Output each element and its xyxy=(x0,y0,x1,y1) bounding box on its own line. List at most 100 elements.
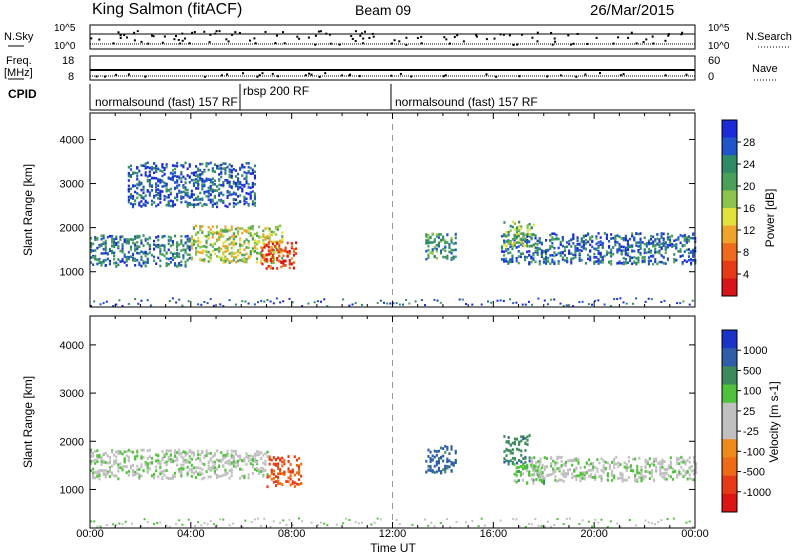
echo-cell xyxy=(192,173,195,177)
ground-scatter-cell xyxy=(99,525,102,528)
echo-cell xyxy=(159,244,162,248)
echo-cell xyxy=(260,451,263,455)
echo-cell xyxy=(531,466,534,470)
echo-cell xyxy=(433,471,436,474)
ground-scatter-cell xyxy=(153,523,155,526)
echo-cell xyxy=(94,462,97,465)
echo-cell xyxy=(559,243,562,246)
echo-cell xyxy=(522,437,525,441)
echo-cell xyxy=(203,234,206,238)
echo-cell xyxy=(566,459,569,463)
echo-cell xyxy=(148,170,151,174)
echo-cell xyxy=(129,450,132,454)
ground-scatter-cell xyxy=(635,524,638,527)
echo-cell xyxy=(150,203,153,206)
echo-cell xyxy=(176,184,179,188)
echo-cell xyxy=(203,203,206,206)
nsky-sample xyxy=(595,36,598,39)
echo-cell xyxy=(644,470,647,473)
echo-cell xyxy=(155,469,158,473)
echo-cell xyxy=(224,453,227,457)
echo-cell xyxy=(627,459,630,463)
echo-cell xyxy=(197,169,200,172)
echo-cell xyxy=(662,255,665,259)
echo-cell xyxy=(507,440,510,443)
echo-cell xyxy=(169,192,172,196)
echo-cell xyxy=(92,467,95,471)
echo-cell xyxy=(230,176,233,179)
echo-cell xyxy=(153,472,156,476)
echo-cell xyxy=(234,256,237,259)
echo-cell xyxy=(148,251,151,255)
echo-cell xyxy=(262,469,265,473)
echo-cell xyxy=(616,234,619,237)
echo-cell xyxy=(515,236,518,240)
echo-cell xyxy=(209,198,212,202)
echo-cell xyxy=(641,241,644,244)
echo-cell xyxy=(190,203,193,206)
echo-cell xyxy=(127,459,130,463)
echo-cell xyxy=(551,245,554,248)
ground-scatter-cell xyxy=(546,303,549,306)
echo-cell xyxy=(444,467,447,471)
echo-cell xyxy=(108,248,111,251)
echo-cell xyxy=(134,455,137,459)
echo-cell xyxy=(140,194,143,197)
echo-cell xyxy=(440,471,443,475)
echo-cell xyxy=(140,474,143,478)
echo-cell xyxy=(613,459,616,463)
echo-cell xyxy=(207,452,210,456)
echo-cell xyxy=(247,204,250,207)
nsky-sample xyxy=(147,42,150,45)
echo-cell xyxy=(195,181,198,184)
echo-cell xyxy=(182,450,185,454)
echo-cell xyxy=(220,167,223,170)
echo-cell xyxy=(245,175,248,178)
echo-cell xyxy=(520,241,523,245)
echo-cell xyxy=(230,254,233,258)
echo-cell xyxy=(232,241,235,245)
echo-cell xyxy=(155,166,158,170)
echo-cell xyxy=(692,472,695,476)
echo-cell xyxy=(245,452,248,456)
echo-cell xyxy=(584,262,587,265)
echo-cell xyxy=(222,167,225,170)
echo-cell xyxy=(539,468,542,472)
echo-cell xyxy=(161,165,164,168)
echo-cell xyxy=(125,260,128,263)
echo-cell xyxy=(111,450,114,454)
echo-cell xyxy=(513,479,516,483)
freq-sample xyxy=(390,74,393,77)
echo-cell xyxy=(201,204,204,208)
echo-cell xyxy=(515,470,518,474)
echo-cell xyxy=(540,241,543,245)
echo-cell xyxy=(237,187,240,191)
echo-cell xyxy=(277,462,280,466)
echo-cell xyxy=(216,473,219,477)
echo-cell xyxy=(132,238,135,241)
echo-cell xyxy=(180,235,183,238)
echo-cell xyxy=(207,461,210,465)
ground-scatter-cell xyxy=(650,298,653,301)
ground-scatter-cell xyxy=(424,518,426,521)
echo-cell xyxy=(532,258,535,262)
echo-cell xyxy=(526,443,529,446)
echo-cell xyxy=(111,235,114,238)
echo-cell xyxy=(610,253,613,256)
echo-cell xyxy=(247,226,250,230)
echo-cell xyxy=(197,466,200,470)
echo-cell xyxy=(153,166,156,170)
echo-cell xyxy=(253,164,256,168)
echo-cell xyxy=(226,472,229,476)
ground-scatter-cell xyxy=(647,521,650,524)
echo-cell xyxy=(594,476,597,479)
echo-cell xyxy=(622,249,625,252)
echo-cell xyxy=(100,463,103,467)
echo-cell xyxy=(528,253,531,257)
echo-cell xyxy=(551,242,554,245)
echo-cell xyxy=(572,237,575,240)
echo-cell xyxy=(435,247,438,251)
echo-cell xyxy=(519,255,522,259)
echo-cell xyxy=(552,459,555,463)
echo-cell xyxy=(232,202,235,205)
